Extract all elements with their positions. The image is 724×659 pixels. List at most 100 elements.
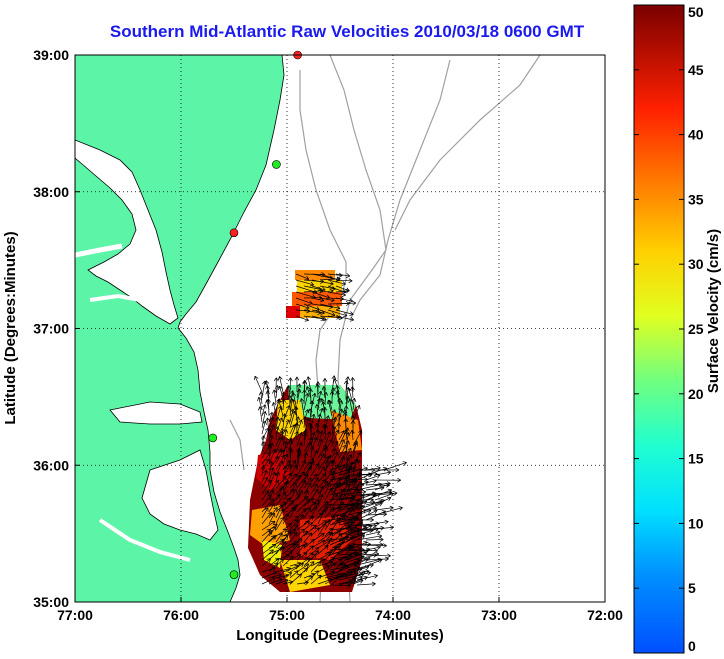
vector-arrow: [356, 509, 378, 521]
vector-arrow: [289, 390, 294, 405]
velocity-vectors: [254, 272, 407, 588]
vector-arrow: [275, 533, 283, 543]
vector-arrow: [268, 471, 276, 489]
vector-arrow: [338, 430, 345, 441]
vector-arrow: [352, 458, 358, 471]
vector-arrow: [289, 562, 301, 567]
vector-arrow: [347, 500, 367, 511]
vector-arrow: [317, 532, 333, 543]
vector-arrow: [347, 481, 369, 491]
vector-arrow: [295, 279, 314, 286]
vector-arrow: [296, 449, 301, 465]
vector-arrow: [329, 554, 352, 561]
vector-arrow: [296, 520, 310, 531]
vector-arrow: [329, 573, 358, 581]
vector-arrow: [324, 575, 340, 585]
x-tick-label: 74:00: [375, 607, 411, 623]
vector-arrow: [275, 417, 279, 429]
station-marker: [272, 160, 281, 169]
vector-arrow: [279, 376, 284, 393]
vector-arrow: [289, 519, 299, 531]
vector-arrow: [268, 574, 282, 579]
vector-arrow: [317, 561, 333, 567]
vector-arrow: [324, 392, 327, 405]
vector-arrow: [352, 398, 355, 411]
vector-arrow: [310, 488, 319, 501]
vector-arrow: [309, 408, 312, 423]
vector-arrow: [352, 452, 362, 465]
vector-arrow: [282, 429, 287, 447]
vector-arrow: [324, 506, 335, 519]
vector-arrow: [268, 523, 278, 531]
vector-arrow: [261, 465, 265, 477]
vector-arrow: [331, 519, 340, 531]
vector-arrow: [289, 460, 296, 471]
vector-arrow: [352, 442, 357, 459]
vector-arrow: [324, 532, 333, 543]
vector-arrow: [319, 278, 341, 281]
vector-arrow: [316, 404, 319, 417]
vector-arrow: [261, 380, 266, 399]
vector-arrow: [383, 462, 407, 471]
vector-arrow: [303, 461, 315, 477]
vector-arrow: [311, 291, 330, 299]
vector-arrow: [365, 531, 381, 536]
x-axis: 77:00 76:00 75:00 74:00 73:00 72:00: [57, 597, 623, 623]
vector-arrow: [311, 303, 334, 308]
vector-arrow: [317, 479, 326, 489]
vector-arrow: [273, 389, 277, 405]
vector-arrow: [365, 554, 391, 557]
vector-arrow: [289, 449, 292, 465]
vector-arrow: [289, 431, 299, 447]
vector-arrow: [261, 507, 269, 519]
vector-arrow: [317, 565, 330, 573]
x-axis-label: Longitude (Degrees:Minutes): [236, 627, 444, 644]
vector-arrow: [282, 480, 289, 495]
vector-arrow: [365, 526, 394, 531]
vector-arrow: [282, 565, 299, 573]
vector-arrow: [331, 426, 336, 441]
vector-arrow: [324, 573, 342, 579]
vector-arrow: [310, 388, 312, 405]
vector-arrow: [296, 452, 301, 471]
vector-arrow: [295, 273, 310, 280]
vector-arrow: [324, 431, 331, 447]
vector-arrow: [311, 273, 333, 279]
vector-arrow: [365, 467, 388, 476]
vector-arrow: [303, 532, 313, 543]
vector-arrow: [296, 480, 306, 495]
vector-arrow: [261, 521, 276, 531]
vector-arrow: [275, 426, 279, 441]
vector-arrow: [289, 473, 297, 483]
vector-arrow: [338, 429, 347, 447]
vector-arrow: [347, 564, 374, 571]
vector-arrow: [331, 416, 337, 435]
vector-arrow: [329, 468, 352, 476]
vector-arrow: [311, 285, 326, 291]
vector-arrow: [261, 443, 271, 459]
vector-arrow: [282, 460, 290, 471]
vector-arrow: [258, 397, 263, 411]
vector-arrow: [347, 576, 363, 581]
river-2: [89, 293, 141, 302]
vector-arrow: [275, 492, 287, 507]
vector-arrow: [303, 290, 323, 293]
vector-arrow: [324, 515, 335, 531]
vector-arrow: [273, 402, 277, 417]
river-1: [75, 243, 123, 258]
vector-arrow: [345, 447, 352, 459]
vector-arrow: [310, 520, 327, 531]
vector-arrow: [261, 498, 274, 513]
vector-arrow: [268, 512, 275, 525]
vector-arrow: [324, 562, 336, 573]
vector-arrow: [324, 488, 333, 501]
vector-arrow: [331, 518, 342, 525]
vector-arrow: [261, 567, 276, 573]
vector-arrow: [282, 550, 293, 561]
vector-arrow: [268, 461, 273, 477]
vector-arrow: [296, 563, 309, 573]
vector-arrow: [365, 467, 381, 471]
vector-arrow: [275, 476, 287, 489]
vector-arrow: [261, 529, 271, 537]
vector-arrow: [275, 508, 284, 525]
